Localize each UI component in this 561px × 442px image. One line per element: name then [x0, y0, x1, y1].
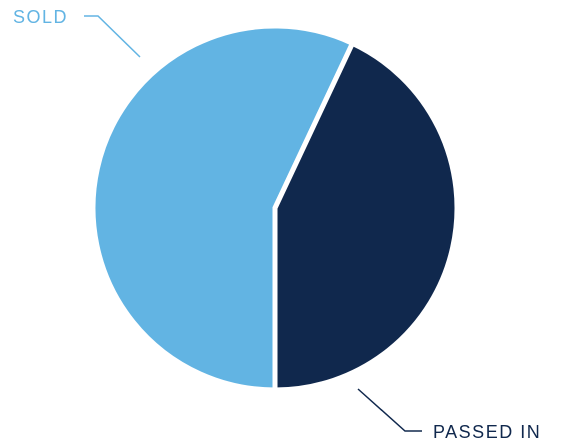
sold-leader-line [84, 15, 141, 58]
pie-slices [90, 23, 460, 393]
passed-in-leader-line [357, 388, 422, 432]
pie-slice-sold [90, 23, 356, 393]
sold-label: SOLD [13, 7, 68, 27]
passed-in-label: PASSED IN [433, 422, 541, 442]
pie-slice-passed-in [272, 39, 460, 393]
